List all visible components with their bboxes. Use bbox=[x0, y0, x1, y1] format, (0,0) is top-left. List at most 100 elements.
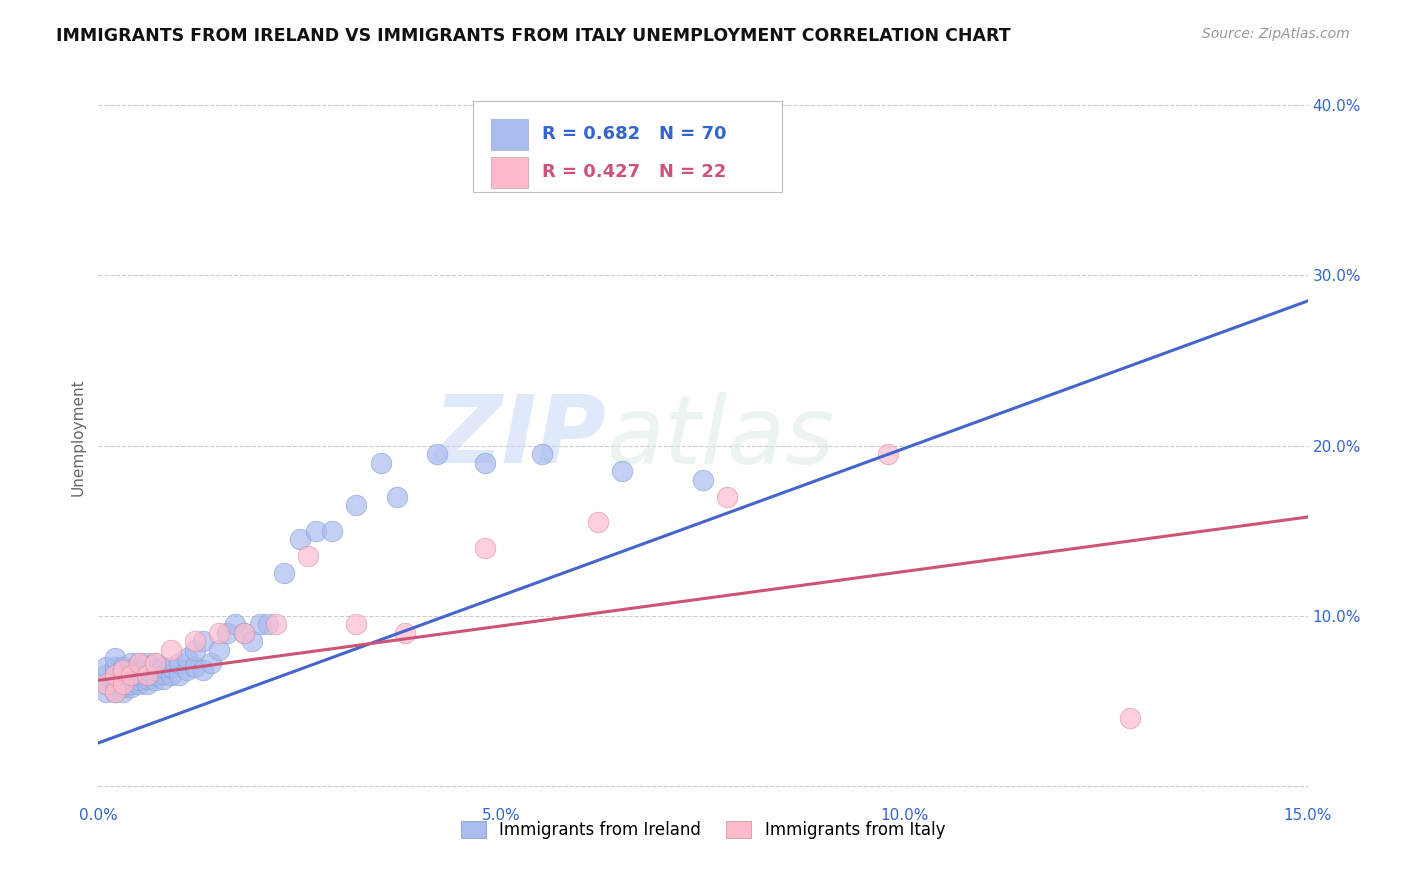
FancyBboxPatch shape bbox=[492, 119, 527, 150]
Point bbox=[111, 668, 134, 682]
Point bbox=[288, 532, 311, 546]
Point bbox=[184, 642, 207, 657]
Point bbox=[152, 666, 174, 681]
Point bbox=[370, 456, 392, 470]
Point bbox=[135, 668, 157, 682]
Point bbox=[217, 625, 239, 640]
Point bbox=[128, 677, 150, 691]
Point bbox=[152, 672, 174, 686]
Point bbox=[111, 677, 134, 691]
Point bbox=[193, 634, 215, 648]
Point bbox=[135, 663, 157, 677]
Point bbox=[103, 677, 125, 691]
Point bbox=[143, 657, 166, 671]
FancyBboxPatch shape bbox=[492, 157, 527, 187]
Point bbox=[208, 625, 231, 640]
Point bbox=[135, 672, 157, 686]
Point bbox=[120, 672, 142, 686]
Point bbox=[193, 663, 215, 677]
Point bbox=[530, 447, 553, 461]
Point bbox=[135, 677, 157, 691]
Point bbox=[111, 680, 134, 694]
Point bbox=[143, 673, 166, 688]
Point bbox=[120, 680, 142, 694]
Text: R = 0.682   N = 70: R = 0.682 N = 70 bbox=[543, 125, 727, 144]
Point bbox=[394, 625, 416, 640]
Point bbox=[305, 524, 328, 538]
Point bbox=[128, 663, 150, 677]
Point bbox=[264, 617, 287, 632]
Point bbox=[111, 677, 134, 691]
Point bbox=[111, 672, 134, 686]
Point bbox=[240, 634, 263, 648]
Point bbox=[128, 657, 150, 671]
Point bbox=[120, 668, 142, 682]
Point bbox=[232, 625, 254, 640]
Point bbox=[224, 617, 246, 632]
Point bbox=[120, 668, 142, 682]
Point bbox=[103, 651, 125, 665]
Point bbox=[167, 668, 190, 682]
Point bbox=[128, 657, 150, 671]
Point bbox=[200, 657, 222, 671]
Point bbox=[208, 642, 231, 657]
Point bbox=[167, 657, 190, 671]
Point bbox=[103, 685, 125, 699]
Point bbox=[184, 634, 207, 648]
Point bbox=[273, 566, 295, 581]
Point bbox=[143, 663, 166, 677]
Point bbox=[256, 617, 278, 632]
Text: R = 0.427   N = 22: R = 0.427 N = 22 bbox=[543, 163, 727, 181]
Y-axis label: Unemployment: Unemployment bbox=[70, 378, 86, 496]
Point bbox=[143, 668, 166, 682]
Point bbox=[692, 473, 714, 487]
Point bbox=[474, 541, 496, 555]
Point bbox=[103, 685, 125, 699]
Point bbox=[96, 659, 118, 673]
Point bbox=[103, 663, 125, 677]
Point bbox=[385, 490, 408, 504]
Point bbox=[135, 657, 157, 671]
Point bbox=[321, 524, 343, 538]
Point bbox=[160, 659, 183, 673]
Point bbox=[877, 447, 900, 461]
Point bbox=[344, 617, 367, 632]
Point bbox=[160, 668, 183, 682]
Point bbox=[474, 456, 496, 470]
Legend: Immigrants from Ireland, Immigrants from Italy: Immigrants from Ireland, Immigrants from… bbox=[454, 814, 952, 846]
Point bbox=[111, 659, 134, 673]
Point bbox=[586, 515, 609, 529]
Text: atlas: atlas bbox=[606, 392, 835, 483]
Point bbox=[128, 673, 150, 688]
Point bbox=[96, 668, 118, 682]
Text: Source: ZipAtlas.com: Source: ZipAtlas.com bbox=[1202, 27, 1350, 41]
Point bbox=[160, 642, 183, 657]
Point bbox=[120, 657, 142, 671]
Point bbox=[103, 659, 125, 673]
Point bbox=[120, 677, 142, 691]
Point bbox=[232, 625, 254, 640]
Point bbox=[128, 668, 150, 682]
Point bbox=[96, 677, 118, 691]
Point bbox=[297, 549, 319, 563]
Point bbox=[716, 490, 738, 504]
Point bbox=[612, 464, 634, 478]
Point bbox=[111, 663, 134, 677]
Point bbox=[1119, 711, 1142, 725]
Point bbox=[344, 498, 367, 512]
FancyBboxPatch shape bbox=[474, 101, 782, 192]
Point bbox=[135, 668, 157, 682]
Point bbox=[176, 651, 198, 665]
Point bbox=[103, 668, 125, 682]
Point bbox=[176, 663, 198, 677]
Point bbox=[426, 447, 449, 461]
Point bbox=[103, 668, 125, 682]
Point bbox=[96, 677, 118, 691]
Point bbox=[111, 685, 134, 699]
Point bbox=[96, 685, 118, 699]
Point bbox=[184, 659, 207, 673]
Point bbox=[120, 663, 142, 677]
Point bbox=[152, 659, 174, 673]
Point bbox=[143, 657, 166, 671]
Point bbox=[111, 663, 134, 677]
